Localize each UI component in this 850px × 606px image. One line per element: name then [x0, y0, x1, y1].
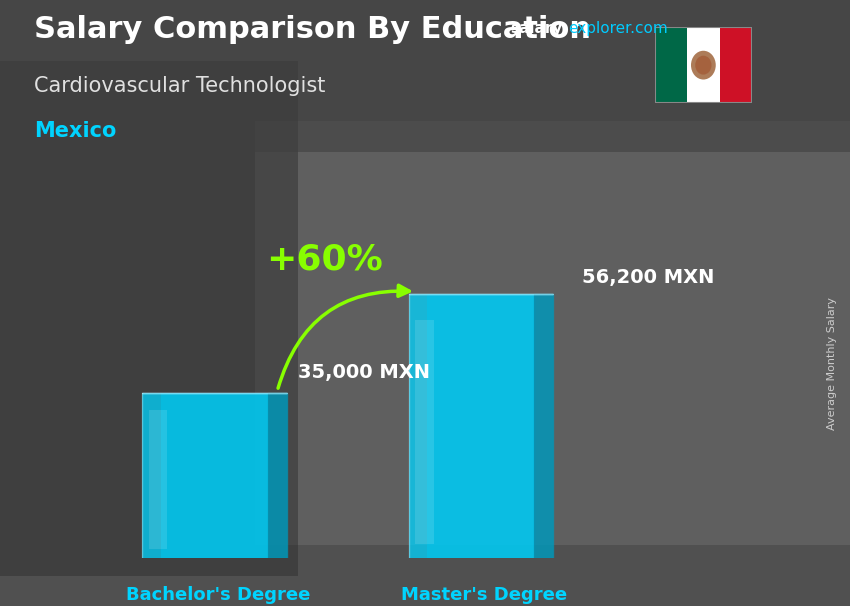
Text: 35,000 MXN: 35,000 MXN: [298, 363, 429, 382]
Text: 56,200 MXN: 56,200 MXN: [582, 268, 715, 287]
Polygon shape: [268, 393, 286, 558]
FancyBboxPatch shape: [427, 294, 552, 558]
Bar: [687, 27, 720, 103]
FancyBboxPatch shape: [161, 393, 286, 558]
Text: +60%: +60%: [266, 242, 382, 276]
Bar: [0, 61, 298, 576]
FancyBboxPatch shape: [415, 321, 434, 544]
Text: salary: salary: [510, 21, 563, 36]
Circle shape: [695, 56, 711, 75]
Bar: [0, 0, 850, 152]
Text: explorer.com: explorer.com: [568, 21, 667, 36]
FancyBboxPatch shape: [149, 410, 167, 549]
Text: Master's Degree: Master's Degree: [401, 585, 567, 604]
Text: Average Monthly Salary: Average Monthly Salary: [827, 297, 837, 430]
FancyBboxPatch shape: [409, 294, 535, 558]
Text: Bachelor's Degree: Bachelor's Degree: [126, 585, 310, 604]
Bar: [654, 27, 687, 103]
Bar: [255, 121, 850, 545]
Text: Mexico: Mexico: [34, 121, 116, 141]
FancyArrowPatch shape: [278, 285, 410, 388]
Text: Cardiovascular Technologist: Cardiovascular Technologist: [34, 76, 326, 96]
Polygon shape: [535, 294, 552, 558]
Circle shape: [691, 51, 716, 79]
Text: Salary Comparison By Education: Salary Comparison By Education: [34, 15, 591, 44]
Bar: [720, 27, 752, 103]
FancyBboxPatch shape: [142, 393, 268, 558]
